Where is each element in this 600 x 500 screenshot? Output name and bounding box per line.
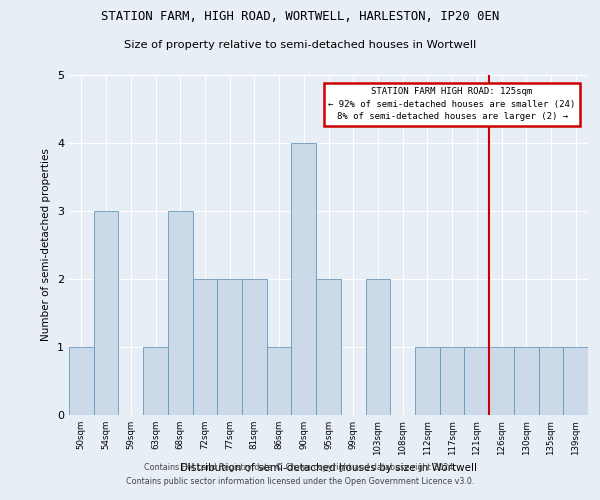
Bar (94, 211, 118, 415)
Bar (563, 347, 588, 415)
Bar (217, 279, 242, 415)
Bar (365, 279, 390, 415)
Text: STATION FARM HIGH ROAD: 125sqm
← 92% of semi-detached houses are smaller (24)
8%: STATION FARM HIGH ROAD: 125sqm ← 92% of … (328, 87, 575, 121)
Bar (69, 347, 94, 415)
Bar (464, 347, 489, 415)
Bar (193, 279, 217, 415)
Bar (514, 347, 539, 415)
Text: Contains HM Land Registry data © Crown copyright and database right 2024.: Contains HM Land Registry data © Crown c… (144, 464, 456, 472)
Bar (143, 347, 168, 415)
Bar (316, 279, 341, 415)
Text: Contains public sector information licensed under the Open Government Licence v3: Contains public sector information licen… (126, 477, 474, 486)
Bar (292, 143, 316, 415)
Bar (539, 347, 563, 415)
Text: Size of property relative to semi-detached houses in Wortwell: Size of property relative to semi-detach… (124, 40, 476, 50)
Bar (168, 211, 193, 415)
Bar (242, 279, 267, 415)
Bar (267, 347, 292, 415)
Bar (489, 347, 514, 415)
Bar (440, 347, 464, 415)
X-axis label: Distribution of semi-detached houses by size in Wortwell: Distribution of semi-detached houses by … (180, 463, 477, 473)
Y-axis label: Number of semi-detached properties: Number of semi-detached properties (41, 148, 52, 342)
Text: STATION FARM, HIGH ROAD, WORTWELL, HARLESTON, IP20 0EN: STATION FARM, HIGH ROAD, WORTWELL, HARLE… (101, 10, 499, 22)
Bar (415, 347, 440, 415)
